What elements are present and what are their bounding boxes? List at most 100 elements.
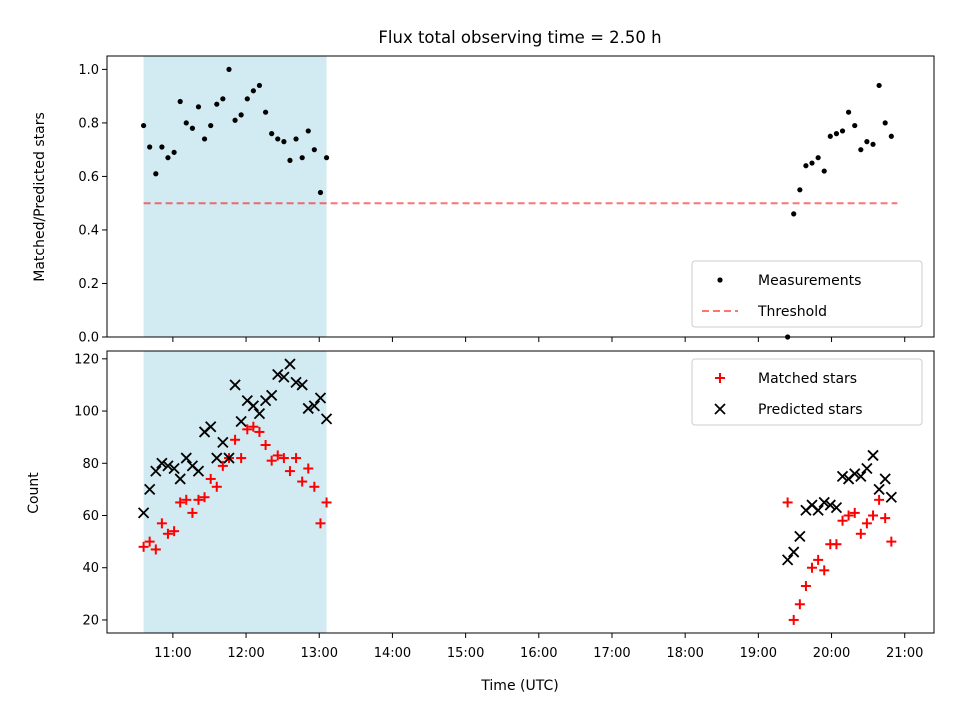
data-point [788, 546, 800, 558]
marker-stroke [162, 460, 174, 472]
legend-label: Measurements [758, 273, 861, 289]
data-point [806, 562, 817, 573]
series-measurements [140, 66, 894, 340]
data-point [278, 371, 290, 383]
data-point [226, 66, 232, 72]
data-point [214, 101, 220, 107]
data-point [794, 530, 806, 543]
legend-swatch [714, 403, 726, 415]
data-point [879, 473, 891, 485]
data-point [174, 473, 186, 485]
data-point [320, 413, 333, 425]
marker-stroke [849, 468, 861, 480]
marker-stroke [314, 392, 327, 404]
data-point [833, 131, 840, 137]
legend-entry: Threshold [702, 304, 827, 320]
marker-stroke [150, 465, 162, 477]
marker-stroke [302, 402, 314, 415]
y-tick-label: 120 [74, 352, 99, 367]
legend: Matched stars Predicted stars [691, 358, 923, 426]
legend-label: Matched stars [758, 371, 857, 387]
data-point [315, 518, 326, 529]
data-point [266, 455, 277, 466]
legend-box [691, 260, 923, 328]
data-point [144, 536, 155, 547]
data-point [788, 614, 799, 625]
data-point [205, 421, 217, 433]
data-point [815, 155, 821, 161]
data-point [171, 149, 177, 155]
data-point [165, 155, 171, 161]
data-point [836, 470, 849, 482]
data-point [162, 460, 174, 472]
marker-stroke [885, 491, 897, 503]
data-point [254, 426, 265, 437]
data-point [150, 544, 161, 555]
data-point [253, 408, 266, 420]
marker-stroke [278, 371, 290, 383]
data-point [302, 402, 314, 415]
data-point [220, 96, 226, 102]
data-point [175, 497, 186, 508]
x-tick-label: 15:00 [447, 646, 484, 661]
data-point [868, 510, 879, 521]
data-point [138, 541, 149, 552]
data-point [827, 133, 833, 139]
data-point [180, 452, 192, 464]
data-point [849, 468, 861, 480]
data-point [809, 160, 815, 166]
y-tick-label: 100 [74, 405, 99, 420]
legend-box [691, 358, 923, 426]
top-y-axis-label: Matched/Predicted stars [32, 112, 48, 282]
series-predicted-stars [137, 358, 897, 566]
data-point [819, 565, 830, 576]
data-point [830, 502, 843, 514]
shaded-interval [143, 56, 327, 337]
data-point [882, 120, 888, 126]
data-point [321, 497, 332, 508]
data-point [843, 510, 854, 521]
data-point [794, 599, 805, 610]
data-point [824, 499, 836, 511]
marker-stroke [223, 452, 235, 464]
data-point [855, 470, 867, 482]
marker-stroke [812, 504, 824, 516]
data-point [800, 581, 811, 591]
data-point [880, 513, 891, 524]
data-point [183, 120, 189, 126]
data-point [876, 82, 882, 89]
data-point [308, 400, 320, 412]
marker-stroke [818, 496, 830, 509]
marker-stroke [836, 470, 849, 482]
marker-stroke [788, 546, 800, 558]
x-tick-label: 13:00 [301, 646, 338, 661]
data-point [223, 452, 235, 464]
data-point [849, 507, 860, 518]
data-point [144, 483, 156, 496]
marker-stroke [824, 499, 836, 511]
data-point [858, 147, 864, 153]
data-point [187, 507, 198, 518]
data-point [296, 379, 308, 391]
x-tick-label: 19:00 [740, 646, 777, 661]
marker-stroke [247, 400, 260, 412]
data-point [244, 96, 250, 102]
data-point [248, 421, 259, 432]
data-point [153, 171, 159, 177]
marker-stroke [266, 389, 278, 402]
legend-entry: Predicted stars [714, 402, 863, 418]
data-point [309, 481, 320, 492]
x-tick-label: 11:00 [154, 646, 191, 661]
data-point [791, 211, 797, 217]
data-point [314, 392, 327, 404]
data-point [831, 539, 842, 550]
marker-stroke [284, 358, 296, 370]
data-point [260, 440, 271, 450]
data-point [211, 452, 223, 464]
y-tick-label: 60 [82, 509, 99, 524]
y-tick-label: 0.6 [78, 170, 99, 185]
data-point [845, 109, 852, 115]
data-point [864, 139, 870, 145]
data-point [813, 554, 824, 565]
data-point [199, 492, 210, 503]
